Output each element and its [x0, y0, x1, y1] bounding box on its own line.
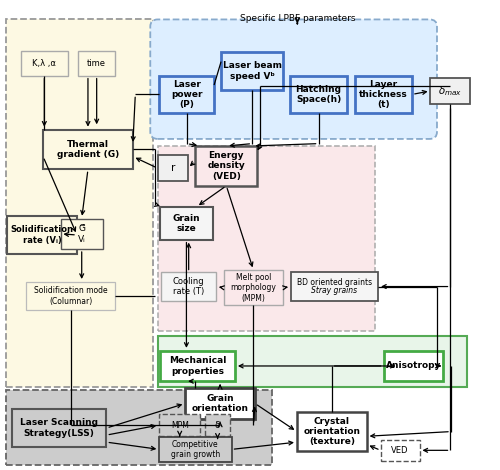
FancyBboxPatch shape — [160, 415, 200, 436]
Text: $\delta_{max}$: $\delta_{max}$ — [438, 84, 462, 98]
FancyBboxPatch shape — [290, 76, 347, 113]
FancyBboxPatch shape — [185, 388, 255, 419]
Text: Specific LPBF parameters: Specific LPBF parameters — [240, 14, 355, 23]
FancyBboxPatch shape — [150, 19, 437, 139]
Text: K,λ ,α: K,λ ,α — [32, 59, 56, 68]
FancyBboxPatch shape — [20, 51, 68, 76]
FancyBboxPatch shape — [60, 219, 103, 249]
Text: Melt pool
morphology
(MPM): Melt pool morphology (MPM) — [230, 273, 276, 303]
Text: G⃗
Vᵢ: G⃗ Vᵢ — [78, 224, 86, 243]
Text: δ: δ — [215, 421, 220, 430]
Text: Competitive
grain growth: Competitive grain growth — [171, 440, 220, 459]
Text: Grain
size: Grain size — [172, 213, 200, 233]
FancyBboxPatch shape — [43, 130, 133, 169]
Text: r: r — [170, 163, 175, 173]
FancyBboxPatch shape — [161, 273, 216, 301]
Text: Mechanical
properties: Mechanical properties — [169, 356, 226, 376]
Text: Crystal
orientation
(texture): Crystal orientation (texture) — [304, 417, 360, 446]
FancyBboxPatch shape — [380, 440, 420, 461]
Text: Anisotropy: Anisotropy — [386, 361, 441, 370]
FancyBboxPatch shape — [205, 415, 230, 436]
Text: Laser
power
(P): Laser power (P) — [171, 79, 202, 110]
Text: MPM: MPM — [171, 421, 188, 430]
FancyBboxPatch shape — [158, 336, 467, 387]
Text: Solidification mode
(Columnar): Solidification mode (Columnar) — [34, 286, 108, 306]
Text: Hatching
Space(h): Hatching Space(h) — [296, 85, 342, 104]
Text: Cooling
rate (T): Cooling rate (T) — [173, 277, 204, 296]
FancyBboxPatch shape — [160, 207, 212, 240]
FancyBboxPatch shape — [6, 390, 272, 465]
FancyBboxPatch shape — [160, 351, 235, 381]
FancyBboxPatch shape — [158, 146, 374, 331]
FancyBboxPatch shape — [297, 412, 366, 452]
Text: Grain
orientation: Grain orientation — [192, 394, 248, 413]
Text: Thermal
gradient (Ġ): Thermal gradient (Ġ) — [57, 140, 119, 159]
FancyBboxPatch shape — [26, 282, 116, 310]
FancyBboxPatch shape — [78, 51, 116, 76]
FancyBboxPatch shape — [224, 270, 284, 306]
FancyBboxPatch shape — [221, 52, 284, 90]
Text: Layer
thickness
(t): Layer thickness (t) — [359, 79, 408, 110]
Text: time: time — [87, 59, 106, 68]
FancyBboxPatch shape — [160, 76, 214, 113]
FancyBboxPatch shape — [160, 437, 232, 462]
FancyBboxPatch shape — [6, 19, 153, 387]
Text: BD oriented graints: BD oriented graints — [297, 278, 372, 287]
Text: Laser Scanning
Strategy(LSS): Laser Scanning Strategy(LSS) — [20, 418, 98, 438]
FancyBboxPatch shape — [354, 76, 412, 113]
Text: Solidification
rate (Vᵢ): Solidification rate (Vᵢ) — [10, 225, 74, 245]
FancyBboxPatch shape — [12, 409, 106, 447]
FancyBboxPatch shape — [430, 78, 470, 104]
Text: Laser beam
speed Vᵇ: Laser beam speed Vᵇ — [222, 61, 282, 81]
FancyBboxPatch shape — [384, 351, 444, 381]
Text: VED: VED — [392, 446, 409, 455]
FancyBboxPatch shape — [291, 273, 378, 301]
Text: Energy
density
(VED): Energy density (VED) — [208, 151, 245, 181]
Text: Stray grains: Stray grains — [312, 286, 358, 295]
FancyBboxPatch shape — [195, 146, 258, 186]
FancyBboxPatch shape — [158, 156, 188, 181]
FancyBboxPatch shape — [7, 216, 77, 254]
